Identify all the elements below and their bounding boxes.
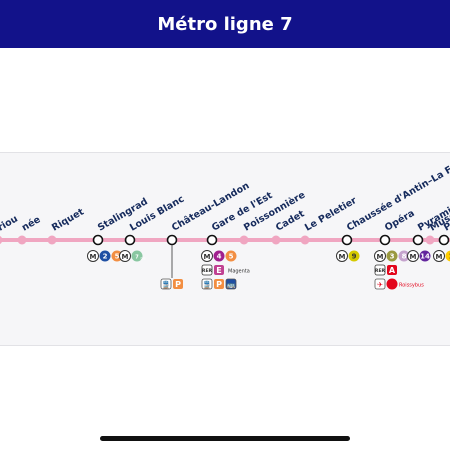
- svg-text:E: E: [216, 266, 221, 275]
- svg-text:M: M: [122, 253, 129, 261]
- svg-text:M: M: [436, 253, 443, 261]
- connection-metro-m: M: [433, 250, 445, 262]
- connection-rer-line-e: E: [214, 265, 224, 275]
- station-marker[interactable]: [300, 235, 310, 245]
- connection-line-3: 3: [386, 250, 398, 262]
- station-marker[interactable]: [92, 234, 104, 246]
- svg-text:✈: ✈: [377, 281, 383, 289]
- station-marker[interactable]: [239, 235, 249, 245]
- svg-text:Magenta: Magenta: [228, 269, 250, 275]
- station-marker[interactable]: [124, 234, 136, 246]
- station-marker[interactable]: [438, 234, 450, 246]
- connection-metro-m: M: [374, 250, 386, 262]
- svg-text:Roissybus: Roissybus: [399, 283, 424, 289]
- connection-metro-m: M: [336, 250, 348, 262]
- connection-line-5: 5: [225, 250, 237, 262]
- map-band: [0, 152, 450, 346]
- connection-line-8: 8: [398, 250, 410, 262]
- svg-text:8: 8: [402, 253, 407, 261]
- svg-text:3: 3: [390, 253, 395, 261]
- svg-text:A: A: [389, 266, 396, 275]
- connection-line-7bis: 7 bis: [131, 250, 146, 262]
- connection-line-14: 14: [419, 250, 431, 262]
- svg-text:M: M: [410, 253, 417, 261]
- svg-text:M: M: [90, 253, 97, 261]
- svg-text:bis: bis: [141, 257, 146, 261]
- svg-text:5: 5: [229, 253, 234, 261]
- connection-bus-: 🚌: [225, 278, 237, 290]
- station-label: riou: [0, 213, 20, 233]
- station-marker[interactable]: [412, 234, 424, 246]
- home-indicator[interactable]: [100, 436, 350, 441]
- station-marker[interactable]: [425, 235, 435, 245]
- svg-text:RER: RER: [375, 268, 386, 274]
- connection-train-: 🚆: [201, 278, 213, 290]
- station-marker[interactable]: [206, 234, 218, 246]
- connection-line-2: 2: [99, 250, 111, 262]
- connection-metro-m: M: [119, 250, 131, 262]
- svg-text:M: M: [204, 253, 211, 261]
- svg-text:🚆: 🚆: [203, 280, 212, 289]
- svg-text:M: M: [377, 253, 384, 261]
- svg-text:M: M: [339, 253, 346, 261]
- svg-text:🚌: 🚌: [227, 281, 236, 289]
- svg-text:7: 7: [135, 255, 139, 261]
- station-marker[interactable]: [17, 235, 27, 245]
- station-label: née: [20, 214, 43, 233]
- connection-rer-line-a: A: [387, 265, 397, 275]
- station-marker[interactable]: [271, 235, 281, 245]
- connection-parking-p: P: [214, 279, 224, 289]
- connection-line-9: 9: [348, 250, 360, 262]
- svg-text:5: 5: [115, 253, 120, 261]
- svg-text:🚆: 🚆: [162, 280, 171, 289]
- connection-roissybus-roissybus: Roissybus: [386, 278, 424, 290]
- connection-rer-rer: RER: [201, 264, 213, 276]
- station-marker[interactable]: [341, 234, 353, 246]
- page-title: Métro ligne 7: [157, 13, 293, 35]
- svg-text:14: 14: [420, 253, 430, 261]
- connection-metro-m: M: [407, 250, 419, 262]
- svg-text:2: 2: [103, 253, 108, 261]
- connection-rer-rer: RER: [374, 264, 386, 276]
- connection-line-1: 1: [445, 250, 450, 262]
- connection-line-4: 4: [213, 250, 225, 262]
- connection-note-magenta: Magenta: [228, 269, 250, 275]
- station-marker[interactable]: [379, 234, 391, 246]
- svg-text:P: P: [175, 280, 181, 289]
- station-marker[interactable]: [0, 235, 3, 245]
- svg-text:RER: RER: [202, 268, 213, 274]
- connection-metro-m: M: [87, 250, 99, 262]
- station-marker[interactable]: [47, 235, 57, 245]
- svg-text:P: P: [216, 280, 222, 289]
- connection-parking-p: P: [173, 279, 183, 289]
- connection-metro-m: M: [201, 250, 213, 262]
- station-label: Riquet: [50, 206, 86, 233]
- title-bar: Métro ligne 7: [0, 0, 450, 48]
- svg-text:4: 4: [217, 253, 222, 261]
- map-band-top-border: [0, 152, 450, 153]
- line-map[interactable]: riou née Riquet Stalingrad M 2 5 Louis Blanc M 7 b…: [0, 48, 450, 378]
- svg-text:9: 9: [352, 253, 357, 261]
- station-marker[interactable]: [166, 234, 178, 246]
- map-band-bottom-border: [0, 345, 450, 346]
- connection-airport-: ✈: [374, 278, 386, 290]
- connection-train-: 🚆: [160, 278, 172, 290]
- svg-text:1: 1: [449, 253, 450, 261]
